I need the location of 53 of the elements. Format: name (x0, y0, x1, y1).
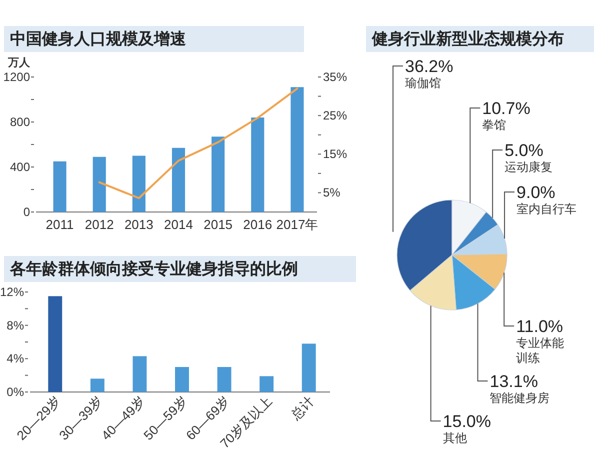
bar (217, 367, 232, 392)
x-tick-label: 2013 (124, 217, 154, 232)
y2-tick-label: 15% (323, 147, 348, 162)
x-tick-label: 总计 (287, 394, 317, 424)
y-tick-label: 800 (10, 115, 30, 129)
slice-label: 智能健身房 (490, 391, 550, 405)
bar (212, 136, 225, 212)
y2-tick-label: 25% (323, 108, 348, 123)
y2-tick-label: 5% (323, 186, 341, 200)
slice-label: 瑜伽馆 (405, 76, 441, 90)
bar (260, 376, 274, 392)
data-label: 36.2% (405, 57, 454, 76)
data-label: 15.0% (442, 412, 491, 431)
bar (290, 87, 304, 212)
bar (302, 344, 316, 392)
y-tick-label: 4% (6, 352, 24, 366)
y-tick-label: 8% (6, 318, 24, 332)
y-tick-label: 400 (10, 160, 30, 174)
x-tick-label: 2014 (164, 217, 193, 232)
y-tick-label: 12% (0, 285, 24, 299)
x-tick-label: 2015 (204, 217, 233, 232)
bar (175, 367, 189, 392)
y-tick-label: 1200 (3, 70, 30, 84)
chart-title: 中国健身人口规模及增速 (10, 30, 187, 48)
y2-tick-label: 35% (323, 70, 348, 84)
chart-title: 健身行业新型业态规模分布 (371, 30, 564, 48)
bar (251, 118, 264, 212)
slice-label: 拳馆 (482, 118, 506, 132)
bar (48, 296, 62, 392)
bar (90, 378, 104, 392)
x-tick-label: 2017年 (276, 217, 318, 232)
line-series (98, 88, 298, 200)
x-tick-label: 2011 (46, 217, 74, 232)
slice-label: 室内自行车 (516, 202, 577, 216)
bar (53, 161, 66, 212)
bar (172, 148, 186, 212)
data-label: 10.7% (482, 99, 530, 118)
bar (92, 156, 106, 212)
bar (132, 356, 147, 392)
y-axis-title: 万人 (7, 57, 31, 69)
chart-title: 各年龄群体倾向接受专业健身指导的比例 (9, 260, 298, 278)
y-tick-label: 0 (23, 205, 30, 219)
data-label: 11.0% (516, 317, 564, 336)
slice-label: 其他 (442, 431, 467, 445)
x-tick-label: 2012 (84, 217, 114, 232)
slice-label: 专业体能训练 (516, 336, 564, 365)
bar (132, 156, 146, 212)
y-tick-label: 0% (6, 385, 24, 399)
data-label: 5.0% (504, 141, 544, 160)
data-label: 13.1% (490, 372, 538, 391)
data-label: 9.0% (516, 183, 556, 202)
slice-label: 运动康复 (504, 160, 553, 174)
x-tick-label: 2016 (243, 217, 272, 232)
